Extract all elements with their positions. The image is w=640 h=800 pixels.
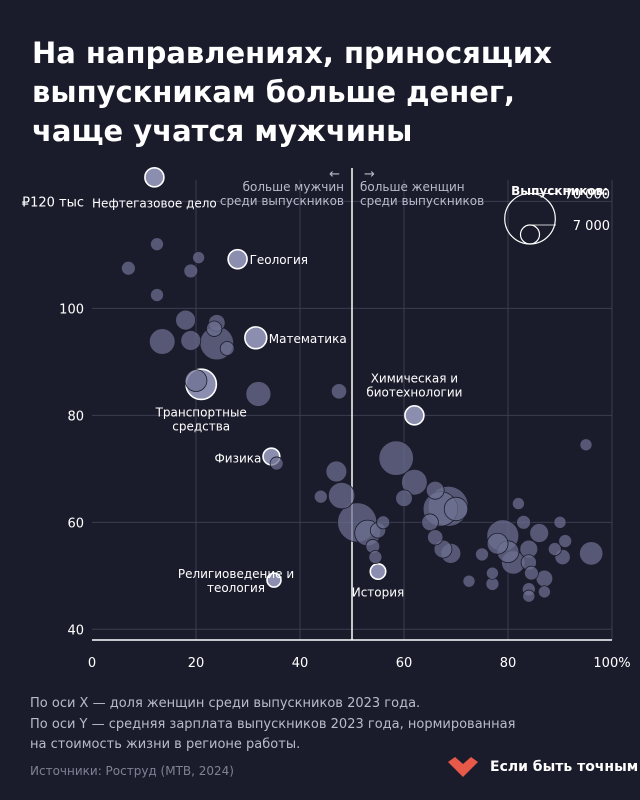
size-legend-small-circle (519, 224, 541, 245)
data-point-24 (227, 248, 248, 270)
source-text: Источники: Роструд (МТВ, 2024) (30, 764, 234, 778)
data-point-67 (579, 438, 593, 452)
data-point-16 (184, 369, 208, 392)
data-point-2 (378, 440, 414, 476)
data-point-66 (553, 515, 567, 529)
point-label-4-line-2: биотехнологии (366, 385, 462, 399)
title-line-3: чаще учатся мужчины (32, 114, 413, 148)
data-point-39 (427, 529, 444, 546)
data-point-12 (443, 496, 469, 522)
y-tick-label-0: 40 (67, 623, 84, 638)
data-point-64 (522, 589, 536, 603)
data-point-18 (325, 460, 348, 483)
data-point-48 (524, 565, 539, 581)
data-point-27 (425, 480, 445, 500)
data-point-47 (516, 514, 531, 530)
data-point-8 (148, 328, 176, 355)
data-point-58 (547, 542, 562, 557)
note-x-axis: По оси X — доля женщин среди выпускников… (30, 696, 421, 711)
data-point-55 (475, 547, 489, 562)
y-tick-label-4: ₽120 тыс (22, 195, 84, 210)
heart-logo-icon (448, 757, 478, 777)
data-point-7 (327, 481, 356, 510)
x-tick-label-2: 40 (292, 656, 309, 671)
data-point-21 (180, 330, 202, 351)
data-point-50 (150, 288, 164, 302)
data-point-35 (369, 563, 387, 581)
data-point-51 (269, 456, 284, 471)
data-point-20 (175, 309, 197, 331)
data-point-37 (330, 383, 348, 400)
point-label-2: Математика (269, 332, 347, 346)
data-point-33 (421, 513, 439, 532)
arrow-right-icon: → (364, 167, 375, 182)
data-point-11 (245, 381, 272, 407)
note-y-axis-cont: на стоимость жизни в регионе работы. (30, 737, 301, 752)
x-tick-label-4: 80 (500, 656, 517, 671)
data-point-19 (486, 532, 509, 555)
brand: Если быть точным (446, 755, 638, 779)
point-label-4: Химическая и биотехнологии (366, 371, 462, 399)
size-legend-big-label: 70 000 (565, 187, 611, 202)
point-label-1: Геология (250, 253, 308, 267)
point-label-5: Физика (214, 452, 261, 466)
data-point-9 (401, 468, 428, 496)
x-tick-label-3: 60 (396, 656, 413, 671)
x-tick-label-5: 100% (593, 656, 630, 671)
page-title: На направлениях, приносящих выпускникам … (32, 34, 612, 151)
point-label-3: Транспортные средства (155, 405, 247, 433)
data-point-45 (219, 341, 235, 356)
point-label-7: История (352, 586, 405, 600)
data-point-25 (404, 405, 425, 426)
point-label-3-line-2: средства (172, 419, 230, 433)
divider-left-line-1: больше мужчин (243, 180, 344, 194)
data-point-14 (579, 541, 604, 566)
x-tick-label-0: 0 (88, 656, 96, 671)
point-label-0: Нефтегазовое дело (92, 196, 217, 210)
arrow-left-icon: ← (329, 167, 340, 182)
data-point-49 (150, 237, 164, 252)
data-point-61 (462, 574, 476, 588)
data-point-59 (558, 534, 573, 549)
point-label-6-line-2: теология (207, 581, 265, 595)
size-legend-small-label: 7 000 (573, 219, 610, 234)
data-point-26 (529, 523, 550, 543)
divider-right-line-2: среди выпускников (360, 194, 484, 208)
point-label-6: Религиоведение и теология (178, 567, 294, 595)
data-point-65 (537, 585, 551, 599)
data-point-36 (206, 320, 223, 337)
data-point-54 (368, 550, 383, 565)
title-line-2: выпускникам больше денег, (32, 75, 516, 109)
point-label-4-line-1: Химическая и (371, 371, 458, 385)
data-point-62 (485, 566, 499, 580)
brand-name: Если быть точным (490, 759, 639, 775)
y-tick-label-3: 100 (59, 302, 84, 317)
data-point-15 (244, 326, 268, 350)
data-point-32 (395, 489, 413, 508)
data-point-52 (313, 489, 328, 504)
data-point-43 (121, 260, 136, 276)
data-point-53 (376, 515, 391, 530)
y-tick-label-1: 60 (67, 516, 84, 531)
point-label-3-line-1: Транспортные (155, 405, 247, 419)
y-tick-label-2: 80 (67, 409, 84, 424)
data-point-23 (144, 167, 165, 188)
data-point-60 (192, 251, 206, 265)
data-point-42 (266, 572, 282, 588)
title-line-1: На направлениях, приносящих (32, 36, 552, 70)
point-label-6-line-1: Религиоведение и (178, 567, 294, 581)
divider-left-line-2: среди выпускников (220, 194, 344, 208)
x-tick-label-1: 20 (188, 656, 205, 671)
scatter-chart: 40 60 80 100 ₽120 тыс 0 20 40 60 80 100% ← → больше м… (22, 167, 631, 671)
data-point-63 (511, 497, 525, 511)
note-y-axis: По оси Y — средняя зарплата выпускников … (30, 717, 516, 732)
data-point-44 (183, 263, 199, 279)
divider-right-line-1: больше женщин (360, 180, 465, 194)
